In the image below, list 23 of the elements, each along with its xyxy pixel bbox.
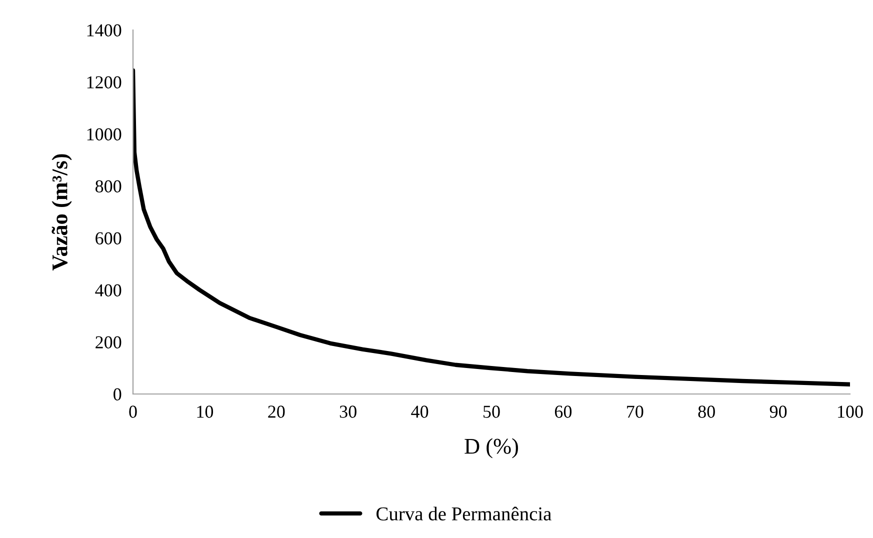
x-tick-label: 30 bbox=[340, 406, 356, 418]
y-tick-label: 1000 bbox=[87, 128, 122, 140]
x-axis-title: D (%) bbox=[464, 438, 518, 458]
y-tick-label: 0 bbox=[114, 388, 122, 400]
y-tick-label: 400 bbox=[95, 284, 122, 296]
x-tick-label: 50 bbox=[484, 406, 500, 418]
legend-label: Curva de Permanência bbox=[376, 506, 552, 520]
y-tick-label: 200 bbox=[96, 336, 122, 348]
x-tick-label: 70 bbox=[627, 406, 644, 418]
y-tick-label: 600 bbox=[96, 232, 122, 244]
y-tick-label: 1200 bbox=[87, 76, 122, 88]
x-tick-label: 100 bbox=[838, 406, 863, 418]
x-tick-label: 10 bbox=[197, 406, 214, 418]
line-series bbox=[133, 68, 850, 386]
y-tick-label: 1400 bbox=[87, 24, 122, 36]
y-axis-title: Vazão (m³/s) bbox=[52, 154, 72, 271]
x-tick-label: 20 bbox=[268, 406, 285, 418]
x-tick-label: 40 bbox=[411, 406, 428, 418]
x-tick-label: 80 bbox=[698, 406, 715, 418]
x-tick-label: 60 bbox=[554, 406, 572, 418]
x-tick-label: 90 bbox=[770, 406, 787, 418]
y-tick-label: 800 bbox=[95, 180, 122, 192]
x-tick-label: 0 bbox=[129, 406, 137, 418]
